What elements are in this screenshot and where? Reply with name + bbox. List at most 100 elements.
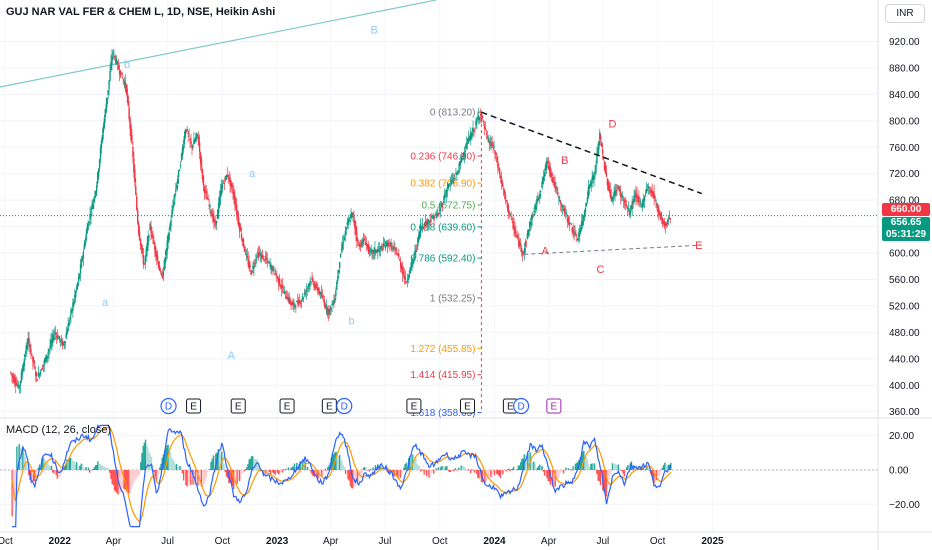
candle-body: [338, 262, 341, 269]
macd-histogram-bar: [381, 467, 384, 470]
time-axis[interactable]: Oct 2022 Apr Jul Oct 2023 Apr Jul Oct 2024 Apr Jul O…: [0, 531, 932, 547]
candle-body: [134, 169, 136, 183]
candle-body: [260, 254, 263, 258]
event-marker-dividend[interactable]: D: [336, 397, 353, 415]
candle-body: [530, 221, 532, 225]
macd-histogram-bar: [241, 470, 243, 474]
candle-body: [298, 300, 301, 302]
macd-histogram-bar: [199, 470, 202, 485]
candle-body: [573, 233, 575, 235]
earnings-icon: [406, 398, 422, 414]
macd-histogram-bar: [417, 465, 419, 470]
candle-body: [266, 258, 268, 260]
event-marker-earnings[interactable]: E: [406, 398, 422, 414]
candle-body: [84, 241, 86, 246]
candle-body: [211, 214, 213, 217]
candle-body: [420, 226, 423, 229]
triangle-pattern[interactable]: [481, 111, 703, 255]
macd-tick-label: 20.00: [889, 431, 914, 442]
candle-body: [190, 141, 192, 144]
candle-body: [102, 126, 105, 133]
event-marker-earnings[interactable]: E: [230, 398, 246, 414]
macd-histogram-bar: [68, 458, 71, 470]
candle-body: [306, 287, 308, 289]
candle-body: [131, 135, 133, 143]
fibonacci-retracement[interactable]: 0 (813.20) 0.236 (746.90) 0.382 (705.90) 0.…: [410, 108, 482, 419]
macd-histogram-bar: [88, 470, 91, 473]
candle-body: [661, 217, 664, 225]
event-marker-dividend[interactable]: D: [512, 397, 530, 415]
macd-histogram-bar: [240, 470, 242, 479]
macd-histogram-bar: [562, 470, 565, 474]
candle-body: [560, 204, 563, 206]
candle-body: [455, 172, 457, 175]
macd-histogram-bar: [645, 468, 647, 470]
macd-histogram-bar: [141, 453, 143, 470]
candle-body: [577, 238, 579, 241]
macd-histogram-bar: [661, 467, 664, 470]
candle-body: [393, 247, 395, 249]
candle-body: [571, 227, 573, 232]
candle-body: [166, 240, 168, 252]
symbol-title[interactable]: GUJ NAR VAL FER & CHEM L, 1D, NSE, Heiki…: [6, 6, 276, 18]
candle-body: [442, 201, 445, 203]
event-marker-earnings[interactable]: E: [460, 398, 476, 414]
macd-indicator-title[interactable]: MACD (12, 26, close): [6, 424, 112, 436]
currency-button[interactable]: INR: [885, 4, 925, 23]
event-marker-earnings[interactable]: E: [279, 398, 295, 414]
candle-body: [286, 298, 288, 300]
candle-body: [659, 211, 661, 215]
candle-body: [93, 198, 95, 202]
candle-body: [371, 249, 373, 253]
macd-histogram-bar: [606, 470, 609, 488]
candle-body: [178, 169, 181, 171]
candle-body: [542, 176, 545, 181]
event-marker-earnings-future[interactable]: E: [546, 398, 562, 414]
event-marker-dividend[interactable]: D: [160, 397, 177, 415]
candle-body: [441, 204, 444, 206]
macd-histogram-bar: [306, 466, 309, 470]
macd-histogram-bar: [229, 470, 231, 484]
candle-body: [373, 250, 375, 253]
wave-label: A: [228, 350, 236, 362]
macd-histogram-bar: [146, 444, 148, 470]
candle-body: [132, 146, 134, 158]
event-marker-earnings[interactable]: E: [321, 398, 337, 414]
candle-body: [64, 341, 66, 344]
candle-body: [229, 177, 231, 186]
macd-histogram-bar: [113, 470, 116, 491]
macd-histogram-bar: [397, 470, 399, 479]
candle-body: [71, 309, 73, 312]
candle-body: [148, 235, 150, 237]
candle-body: [449, 182, 451, 184]
candle-body: [540, 186, 543, 188]
candle-body: [83, 244, 86, 250]
macd-histogram-bar: [315, 470, 317, 477]
macd-histogram-bar: [458, 467, 460, 470]
event-marker-earnings[interactable]: E: [186, 398, 202, 414]
candle-body: [553, 181, 555, 184]
macd-histogram-bar: [278, 470, 280, 475]
candle-body: [669, 218, 672, 220]
candle-body: [292, 303, 294, 305]
trendline-drawing[interactable]: [0, 0, 437, 88]
candle-body: [394, 247, 396, 249]
candle-body: [639, 200, 641, 202]
candle-body: [332, 303, 334, 306]
macd-histogram-bar: [389, 470, 391, 475]
dividend-icon: [512, 397, 530, 415]
candle-body: [277, 276, 279, 278]
candle-body: [414, 250, 416, 255]
macd-histogram-bar: [648, 470, 651, 471]
macd-histogram-bar: [616, 465, 618, 470]
macd-histogram-bar: [172, 459, 174, 470]
candle-body: [319, 292, 322, 295]
candle-body: [246, 255, 248, 258]
candle-body: [88, 221, 90, 223]
event-marker-label: E: [235, 402, 242, 413]
candle-body: [512, 221, 514, 229]
macd-line: [12, 424, 672, 528]
